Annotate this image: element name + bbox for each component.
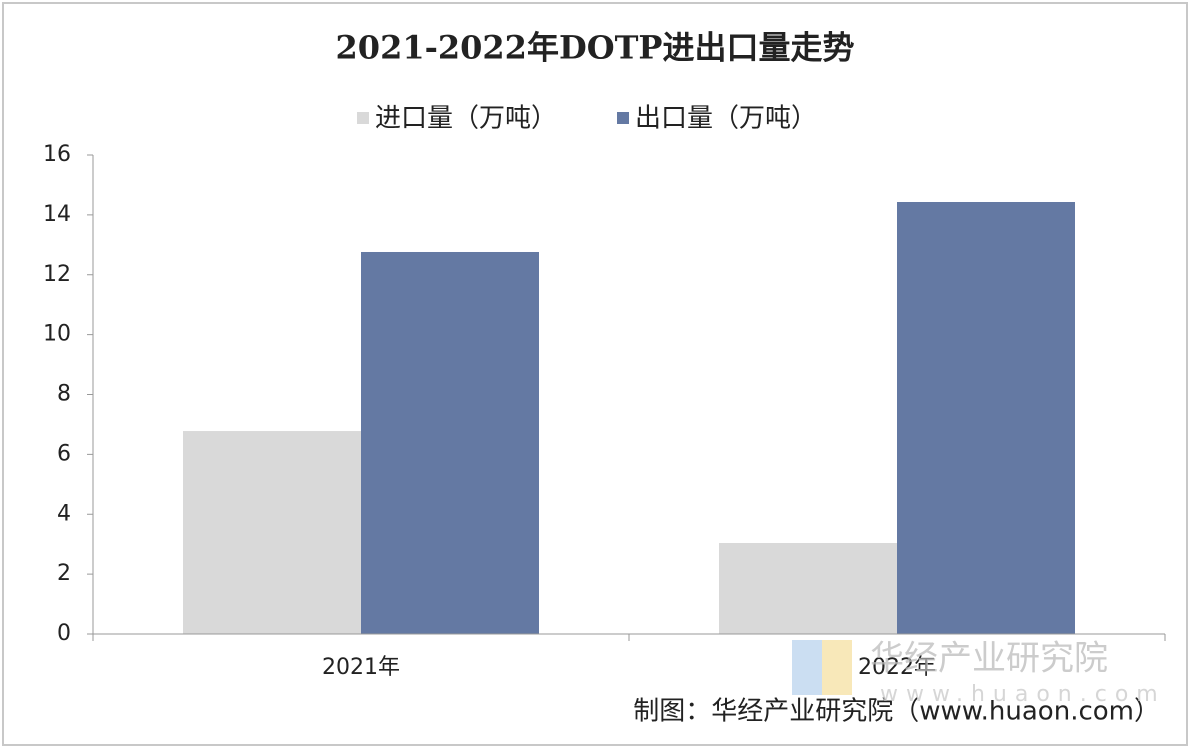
watermark-logo xyxy=(822,640,852,695)
y-tick-label: 8 xyxy=(57,382,71,407)
watermark-logo xyxy=(792,640,822,695)
y-tick-label: 4 xyxy=(57,501,71,526)
bar xyxy=(361,251,539,634)
y-tick-label: 10 xyxy=(43,322,71,347)
y-tick-label: 14 xyxy=(43,202,71,227)
legend-swatch xyxy=(357,112,369,124)
bar xyxy=(719,542,897,634)
x-tick-label: 2022年 xyxy=(858,655,936,680)
chart-title: 2021-2022年DOTP进出口量走势 xyxy=(336,29,855,67)
watermark-url: www.huaon.com xyxy=(880,682,1166,707)
legend-label: 出口量（万吨） xyxy=(635,104,817,134)
x-tick-label: 2021年 xyxy=(322,655,400,680)
source: 制图：华经产业研究院（www.huaon.com） xyxy=(633,697,1160,727)
bar xyxy=(183,431,361,634)
legend-label: 进口量（万吨） xyxy=(375,104,557,134)
y-tick-label: 16 xyxy=(43,142,71,167)
y-tick-label: 12 xyxy=(43,262,71,287)
bar xyxy=(897,202,1075,634)
y-tick-label: 0 xyxy=(57,621,71,646)
legend-swatch xyxy=(617,112,629,124)
watermark: 华经产业研究院 xyxy=(870,639,1108,679)
y-tick-label: 6 xyxy=(57,441,71,466)
y-tick-label: 2 xyxy=(57,561,71,586)
